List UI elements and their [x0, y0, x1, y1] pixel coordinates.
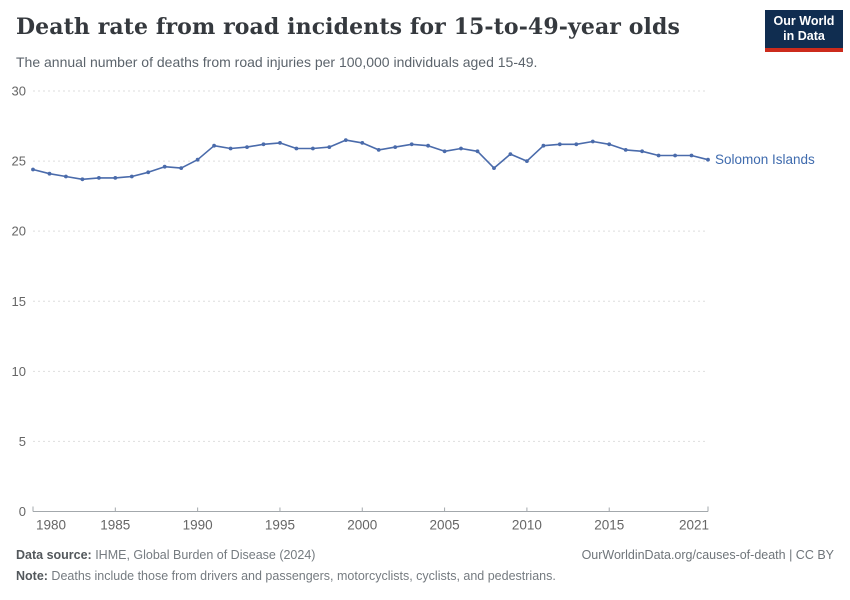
- data-point[interactable]: [525, 159, 529, 164]
- data-point[interactable]: [623, 148, 628, 152]
- data-point[interactable]: [640, 149, 644, 154]
- data-point[interactable]: [97, 176, 101, 180]
- data-point[interactable]: [80, 177, 85, 182]
- data-point[interactable]: [376, 148, 381, 152]
- series-end-label[interactable]: Solomon Islands: [715, 152, 815, 167]
- x-axis-tick-label: 2021: [679, 518, 709, 533]
- x-axis-tick-label: 1980: [36, 518, 66, 533]
- footer-source-row: Data source: IHME, Global Burden of Dise…: [16, 548, 834, 562]
- chart-footer: Data source: IHME, Global Burden of Dise…: [16, 548, 834, 590]
- data-point[interactable]: [557, 142, 562, 147]
- data-point[interactable]: [228, 146, 233, 151]
- data-point[interactable]: [343, 138, 348, 143]
- y-axis-tick-label: 15: [12, 294, 26, 309]
- data-point[interactable]: [311, 146, 315, 151]
- x-axis-tick-label: 1985: [100, 518, 130, 533]
- page-title: Death rate from road incidents for 15-to…: [16, 14, 680, 40]
- x-axis-tick-label: 2000: [347, 518, 377, 533]
- data-point[interactable]: [689, 153, 694, 158]
- data-point[interactable]: [409, 142, 414, 147]
- data-point[interactable]: [492, 166, 496, 171]
- note-label: Note:: [16, 569, 48, 583]
- data-source-text: IHME, Global Burden of Disease (2024): [91, 548, 316, 562]
- data-point[interactable]: [607, 142, 612, 147]
- data-line[interactable]: [32, 139, 709, 181]
- data-point[interactable]: [179, 166, 184, 171]
- data-point[interactable]: [294, 146, 299, 151]
- y-axis-tick-label: 30: [12, 84, 26, 99]
- data-point[interactable]: [162, 164, 167, 169]
- chart-svg[interactable]: 0 5 10 15 20 25 30 1980 1985 1990 1995 2000 2005 2010…: [0, 0, 850, 545]
- y-axis-tick-label: 5: [19, 434, 26, 449]
- x-axis-tick-label: 2010: [512, 518, 542, 533]
- data-point[interactable]: [146, 170, 151, 175]
- data-point[interactable]: [129, 174, 134, 179]
- y-axis-tick-label: 20: [12, 224, 26, 239]
- data-point[interactable]: [360, 141, 365, 145]
- data-source-label: Data source:: [16, 548, 92, 562]
- data-point[interactable]: [195, 157, 200, 162]
- x-axis-tick-label: 2005: [430, 518, 460, 533]
- data-point[interactable]: [31, 167, 35, 172]
- note-text: Deaths include those from drivers and pa…: [47, 569, 556, 583]
- owid-logo[interactable]: Our World in Data: [765, 10, 843, 52]
- data-point[interactable]: [327, 145, 332, 150]
- data-point[interactable]: [212, 143, 217, 148]
- data-point[interactable]: [261, 142, 266, 147]
- footer-note-row: Note: Deaths include those from drivers …: [16, 569, 834, 583]
- data-point[interactable]: [656, 153, 661, 158]
- y-axis-tick-label: 25: [12, 154, 26, 169]
- footer-link[interactable]: OurWorldinData.org/causes-of-death | CC …: [581, 548, 834, 562]
- page-subtitle: The annual number of deaths from road in…: [16, 54, 538, 70]
- data-point[interactable]: [508, 152, 513, 157]
- x-axis-tick-label: 2015: [594, 518, 624, 533]
- x-axis-tick-label: 1990: [183, 518, 213, 533]
- data-point[interactable]: [426, 143, 430, 148]
- data-point[interactable]: [574, 142, 579, 147]
- owid-logo-line1: Our World: [773, 14, 835, 28]
- x-axis-tick-label: 1995: [265, 518, 295, 533]
- data-point[interactable]: [278, 141, 282, 145]
- data-point[interactable]: [706, 157, 710, 162]
- y-axis-tick-label: 10: [12, 364, 26, 379]
- data-point[interactable]: [475, 149, 480, 154]
- data-point[interactable]: [590, 139, 595, 144]
- data-point[interactable]: [245, 145, 249, 150]
- owid-logo-line2: in Data: [783, 29, 825, 43]
- data-point[interactable]: [442, 149, 447, 154]
- y-axis-tick-label: 0: [19, 504, 26, 519]
- data-point[interactable]: [113, 176, 118, 180]
- chart-area[interactable]: 0 5 10 15 20 25 30 1980 1985 1990 1995 2000 2005 2010…: [0, 0, 850, 545]
- data-point[interactable]: [673, 153, 677, 158]
- data-point[interactable]: [47, 171, 52, 176]
- data-point[interactable]: [541, 143, 546, 148]
- data-point[interactable]: [64, 174, 68, 179]
- data-point[interactable]: [393, 145, 398, 150]
- data-point[interactable]: [459, 146, 463, 151]
